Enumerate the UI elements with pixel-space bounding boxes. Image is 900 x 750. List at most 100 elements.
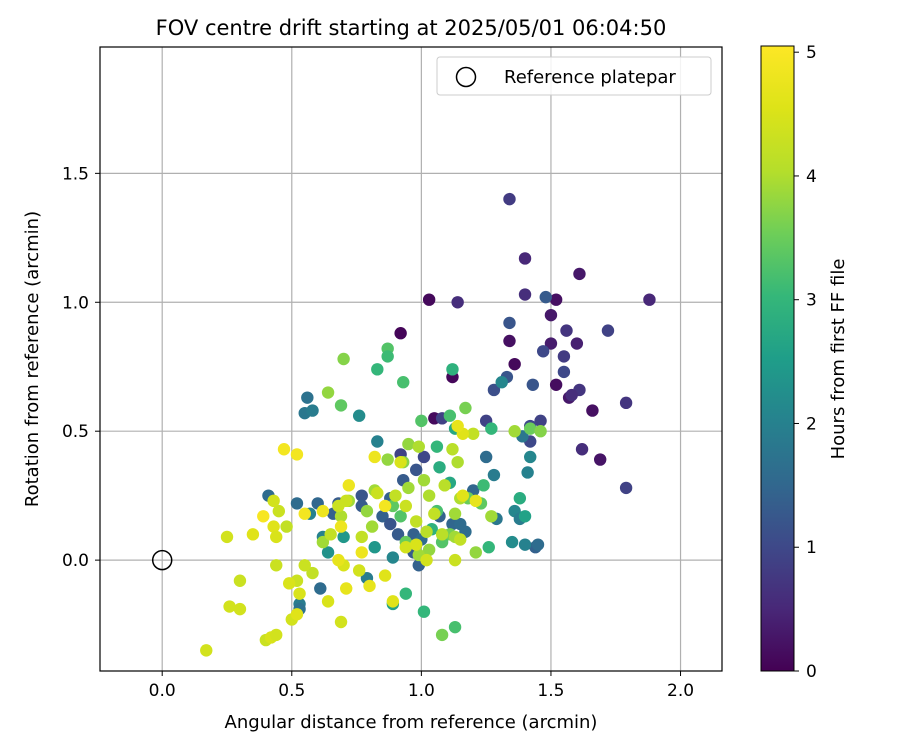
data-point	[557, 365, 571, 379]
chart-title: FOV centre drift starting at 2025/05/01 …	[156, 16, 667, 40]
data-point	[451, 419, 464, 433]
data-point	[381, 350, 394, 363]
data-point	[389, 489, 402, 502]
data-point	[402, 481, 415, 495]
data-point	[422, 543, 436, 557]
data-point	[521, 466, 534, 479]
data-point	[378, 499, 392, 513]
grid-lines	[100, 47, 722, 671]
data-point	[394, 455, 407, 469]
data-point	[526, 378, 540, 391]
data-point	[365, 520, 379, 533]
legend-label: Reference platepar	[504, 67, 676, 88]
legend: Reference platepar	[436, 56, 712, 96]
data-point	[376, 510, 389, 523]
data-point	[518, 288, 532, 301]
data-point	[293, 587, 306, 600]
data-point	[557, 350, 571, 363]
data-point	[409, 463, 423, 477]
data-point	[643, 293, 656, 306]
colorbar-gradient	[760, 45, 795, 672]
plot-frame	[99, 46, 723, 672]
data-point	[482, 541, 495, 554]
data-point	[417, 605, 431, 618]
data-point	[270, 559, 283, 572]
data-point	[280, 520, 293, 533]
data-point	[412, 440, 425, 453]
data-point	[394, 327, 407, 340]
y-tick-label: 1.0	[62, 293, 89, 313]
data-point	[399, 587, 413, 600]
data-points	[200, 192, 656, 657]
y-tick-label: 0.0	[62, 551, 89, 571]
data-point	[298, 507, 311, 520]
data-point	[381, 453, 394, 466]
data-point	[272, 504, 286, 518]
x-axis: 0.0 0.5 1.0 1.5 2.0	[149, 671, 694, 701]
data-point	[469, 546, 482, 559]
y-tick-label: 1.5	[62, 164, 89, 184]
data-point	[334, 615, 348, 629]
colorbar-tick-label: 5	[806, 43, 817, 63]
data-point	[384, 517, 397, 531]
data-point	[409, 538, 423, 551]
data-point	[524, 422, 537, 435]
data-point	[290, 448, 304, 461]
data-point	[544, 308, 558, 322]
y-tick-label: 0.5	[62, 422, 89, 442]
data-point	[342, 479, 355, 492]
data-point	[337, 352, 350, 366]
colorbar-label: Hours from first FF file	[828, 259, 849, 460]
data-point	[360, 504, 374, 518]
data-point	[422, 293, 436, 306]
data-point	[334, 510, 348, 523]
data-point	[290, 497, 304, 510]
data-point	[601, 324, 615, 337]
data-point	[332, 553, 345, 567]
data-point	[386, 595, 400, 608]
data-point	[446, 363, 459, 376]
data-point	[485, 422, 498, 435]
data-point	[485, 510, 498, 523]
data-point	[448, 553, 462, 567]
data-point	[378, 569, 392, 582]
data-point	[433, 461, 446, 474]
data-point	[430, 440, 444, 453]
data-point	[397, 376, 410, 389]
data-point	[503, 316, 516, 330]
data-point	[570, 337, 584, 350]
x-tick-label: 1.5	[537, 681, 564, 701]
data-point	[417, 473, 431, 487]
data-point	[619, 396, 633, 410]
data-point	[409, 515, 423, 528]
reference-marker-group	[151, 549, 173, 571]
data-point	[415, 414, 428, 428]
data-point	[417, 450, 431, 464]
x-tick-label: 1.0	[408, 681, 435, 701]
data-point	[399, 499, 413, 513]
data-point	[371, 486, 384, 500]
data-point	[352, 409, 366, 422]
data-point	[267, 494, 280, 508]
data-point	[487, 468, 501, 482]
data-point	[355, 530, 368, 544]
colorbar: 0 1 2 3 4 5 Hours from first FF file	[760, 43, 849, 682]
data-point	[565, 388, 578, 402]
data-point	[355, 489, 368, 502]
colorbar-ticks: 0 1 2 3 4 5	[794, 43, 817, 682]
x-tick-label: 0.0	[149, 681, 176, 701]
data-point	[332, 499, 345, 513]
data-point	[438, 479, 451, 492]
data-point	[503, 192, 516, 206]
data-point	[420, 525, 433, 538]
data-point	[454, 533, 467, 546]
data-point	[220, 530, 234, 544]
colorbar-tick-label: 0	[806, 662, 817, 682]
data-point	[316, 535, 330, 549]
data-point	[298, 559, 311, 572]
data-point	[513, 492, 527, 505]
data-point	[536, 345, 550, 358]
data-point	[316, 504, 330, 518]
data-point	[321, 546, 335, 559]
